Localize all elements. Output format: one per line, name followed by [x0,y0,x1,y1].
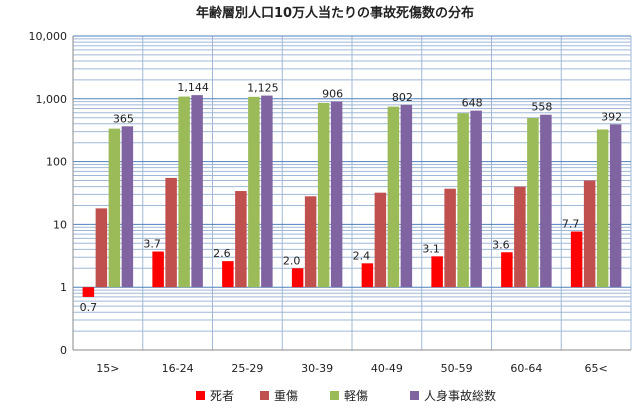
legend-swatch [260,391,269,400]
y-tick-label: 1,000 [36,93,68,106]
legend-label: 重傷 [274,388,298,403]
bar [514,186,526,288]
plot-area: 0 1 10 100 1,000 10,000 0.7 365 15> 3.7 1,144 16-24… [29,30,632,375]
bar [165,177,177,288]
bar [431,256,443,288]
bar [527,117,539,288]
bar [570,231,583,288]
bar [95,208,108,288]
bar [374,192,387,288]
y-tick-label: 10 [53,218,67,231]
bar [108,128,121,288]
bar [152,251,164,288]
y-tick-label: 0 [60,344,67,357]
legend-swatch [410,391,419,400]
x-tick-label: 15> [96,362,119,375]
data-label: 906 [322,87,343,100]
data-label: 2.6 [213,247,231,260]
bar [291,268,304,288]
x-tick-label: 40-49 [371,362,403,375]
legend-label: 人身事故総数 [424,388,496,403]
data-label: 802 [392,91,413,104]
x-tick-label: 30-39 [301,362,333,375]
bar [330,101,343,288]
data-label: 3.6 [492,238,510,251]
data-label: 0.7 [80,301,98,314]
x-tick-label: 65< [585,362,608,375]
legend-swatch [196,391,205,400]
legend-swatch [330,391,339,400]
bar [470,110,482,288]
bar [261,95,273,288]
bar [400,104,413,288]
data-label: 558 [531,101,552,114]
data-label: 2.4 [353,249,371,262]
bar [191,95,203,288]
data-label: 2.0 [283,254,301,267]
bar [222,261,234,288]
bar [178,96,190,288]
data-label: 3.1 [422,242,440,255]
data-label: 648 [462,97,483,110]
bar [317,102,330,288]
x-tick-label: 50-59 [441,362,473,375]
bar [387,106,400,288]
legend: 死者 重傷 軽傷 人身事故総数 [196,388,496,403]
bar [457,113,469,288]
bar [596,129,609,288]
data-label: 365 [113,112,134,125]
bar [361,263,374,288]
data-label: 3.7 [143,238,161,251]
bar [235,191,247,288]
bar [540,114,552,288]
y-tick-label: 100 [46,156,67,169]
bar [501,252,513,288]
legend-label: 死者 [210,389,234,403]
x-tick-label: 60-64 [510,362,542,375]
data-label: 1,144 [177,81,209,94]
y-tick-label: 1 [60,281,67,294]
bar [82,287,95,297]
data-label: 1,125 [247,82,279,95]
bar [609,124,622,288]
data-label: 7.7 [562,218,580,231]
bar [121,126,134,288]
chart-title: 年齢層別人口10万人当たりの事故死傷数の分布 [196,5,474,21]
legend-label: 軽傷 [344,388,368,403]
bar [583,180,596,288]
y-tick-label: 10,000 [29,30,68,43]
bar [444,188,456,288]
bar [304,196,317,288]
data-label: 392 [601,110,622,123]
x-tick-label: 16-24 [162,362,194,375]
x-tick-label: 25-29 [231,362,263,375]
bar [248,96,260,288]
